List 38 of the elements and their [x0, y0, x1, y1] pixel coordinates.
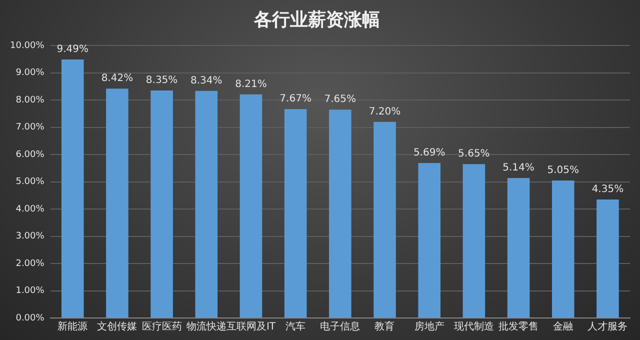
x-tick-label: 人才服务 [588, 320, 628, 333]
data-label: 5.05% [547, 165, 580, 176]
data-label: 8.21% [235, 78, 267, 90]
y-tick-label: 2.00% [16, 258, 45, 269]
data-label: 9.49% [56, 44, 89, 56]
y-tick-label: 8.00% [16, 95, 45, 106]
x-tick-label: 现代制造 [454, 320, 494, 333]
x-tick-label: 金融 [553, 320, 574, 333]
data-label: 7.67% [280, 94, 312, 105]
data-label: 8.35% [146, 75, 178, 86]
y-tick-label: 6.00% [16, 150, 45, 160]
x-tick-label: 教育 [374, 320, 395, 333]
x-tick-label: 房地产 [414, 320, 444, 333]
x-tick-label: 电子信息 [320, 320, 360, 333]
x-tick-label: 互联网及IT [226, 320, 276, 333]
data-label: 5.65% [458, 148, 490, 160]
x-tick-label: 物流快递 [186, 320, 226, 333]
y-tick-label: 9.00% [16, 68, 45, 78]
data-label: 7.65% [324, 94, 356, 106]
y-tick-label: 5.00% [16, 177, 45, 188]
x-tick-label: 批发零售 [498, 320, 539, 333]
y-tick-label: 7.00% [16, 122, 45, 133]
y-tick-label: 0.00% [16, 313, 45, 324]
x-tick-label: 文创传媒 [97, 320, 138, 333]
y-tick-label: 3.00% [16, 232, 45, 242]
data-label: 5.14% [502, 162, 534, 174]
y-tick-label: 1.00% [16, 286, 45, 296]
y-tick-label: 4.00% [16, 204, 45, 214]
x-tick-label: 汽车 [286, 320, 306, 333]
x-tick-label: 新能源 [58, 320, 88, 333]
data-label: 7.20% [368, 106, 401, 118]
y-tick-label: 10.00% [10, 40, 45, 51]
data-label: 8.42% [101, 73, 134, 84]
data-label: 8.34% [190, 75, 222, 86]
data-label: 5.69% [413, 148, 446, 159]
chart-title: 各行业薪资涨幅 [253, 9, 380, 30]
x-tick-label: 医疗医药 [142, 320, 182, 333]
data-label: 4.35% [592, 184, 624, 196]
